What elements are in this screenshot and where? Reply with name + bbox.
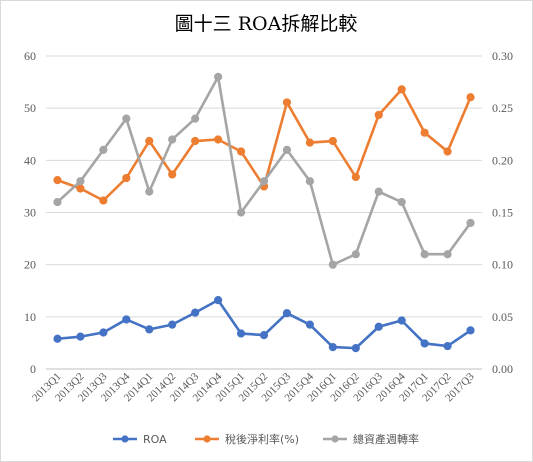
data-point bbox=[99, 328, 108, 337]
data-point bbox=[76, 332, 85, 341]
data-point bbox=[168, 135, 177, 144]
data-point bbox=[374, 322, 383, 331]
right-tick-label: 0.10 bbox=[492, 258, 513, 272]
data-point bbox=[214, 296, 223, 305]
data-point bbox=[145, 325, 154, 334]
data-point bbox=[236, 208, 246, 217]
data-point bbox=[466, 326, 475, 335]
data-point bbox=[374, 187, 383, 196]
right-tick-label: 0.20 bbox=[492, 153, 513, 167]
series-layer bbox=[53, 72, 475, 353]
data-point bbox=[328, 342, 337, 352]
data-point bbox=[53, 197, 62, 207]
series-2 bbox=[53, 85, 475, 205]
data-point bbox=[259, 177, 269, 186]
data-point bbox=[282, 98, 292, 107]
series-3 bbox=[53, 72, 475, 269]
data-point bbox=[191, 114, 200, 123]
left-tick-label: 20 bbox=[24, 258, 36, 272]
data-point bbox=[53, 334, 62, 343]
data-point bbox=[214, 135, 223, 144]
data-point bbox=[122, 315, 131, 324]
gridlines bbox=[46, 55, 482, 370]
data-point bbox=[420, 128, 429, 137]
data-point bbox=[214, 72, 223, 81]
left-tick-label: 0 bbox=[30, 362, 36, 376]
data-point bbox=[259, 330, 269, 340]
data-point bbox=[351, 250, 360, 259]
left-tick-label: 40 bbox=[24, 153, 36, 167]
data-point bbox=[282, 145, 292, 154]
data-point bbox=[168, 170, 177, 179]
data-point bbox=[76, 177, 85, 186]
data-point bbox=[374, 110, 383, 120]
data-point bbox=[443, 341, 452, 351]
data-point bbox=[328, 136, 337, 146]
legend-item: ROA bbox=[113, 433, 167, 446]
data-point bbox=[145, 187, 154, 196]
data-point bbox=[191, 136, 200, 146]
data-point bbox=[443, 147, 452, 156]
legend-label: 稅後淨利率(%) bbox=[225, 432, 299, 446]
left-tick-label: 60 bbox=[24, 49, 36, 63]
legend-marker bbox=[121, 435, 129, 443]
legend-marker bbox=[203, 435, 211, 443]
legend-marker bbox=[331, 435, 339, 443]
data-point bbox=[99, 145, 108, 154]
data-point bbox=[236, 329, 246, 338]
data-point bbox=[420, 339, 429, 348]
right-tick-label: 0.05 bbox=[492, 310, 513, 324]
data-point bbox=[328, 260, 337, 269]
right-tick-label: 0.30 bbox=[492, 49, 513, 63]
legend-label: ROA bbox=[143, 433, 167, 446]
data-point bbox=[191, 308, 200, 317]
data-point bbox=[122, 173, 131, 183]
data-point bbox=[466, 218, 475, 228]
data-point bbox=[351, 344, 360, 353]
data-point bbox=[168, 320, 177, 329]
data-point bbox=[420, 250, 429, 259]
right-axis-ticks: 0.00 0.05 0.10 0.15 0.20 0.25 0.30 bbox=[492, 49, 513, 376]
legend: ROA 稅後淨利率(%) 總資產週轉率 bbox=[113, 432, 419, 446]
data-point bbox=[122, 114, 131, 123]
data-point bbox=[351, 172, 360, 182]
data-point bbox=[99, 196, 108, 205]
data-point bbox=[443, 250, 452, 259]
data-point bbox=[397, 316, 406, 325]
data-point bbox=[305, 138, 314, 147]
right-tick-label: 0.00 bbox=[492, 362, 513, 376]
data-point bbox=[397, 197, 406, 207]
left-tick-label: 30 bbox=[24, 206, 36, 220]
legend-label: 總資產週轉率 bbox=[353, 432, 419, 446]
series-1 bbox=[53, 296, 475, 353]
data-point bbox=[76, 184, 85, 193]
data-point bbox=[236, 147, 246, 156]
data-point bbox=[305, 177, 314, 186]
left-axis-ticks: 0 10 20 30 40 50 60 bbox=[24, 49, 36, 376]
data-point bbox=[53, 176, 62, 185]
data-point bbox=[397, 85, 406, 94]
data-point bbox=[145, 136, 154, 146]
right-tick-label: 0.25 bbox=[492, 101, 513, 115]
data-point bbox=[305, 320, 314, 329]
legend-item: 稅後淨利率(%) bbox=[195, 432, 299, 446]
data-point bbox=[282, 309, 292, 318]
chart-title: 圖十三 ROA拆解比較 bbox=[175, 13, 358, 35]
legend-item: 總資產週轉率 bbox=[323, 432, 419, 446]
left-tick-label: 50 bbox=[24, 101, 36, 115]
data-point bbox=[466, 93, 475, 102]
right-tick-label: 0.15 bbox=[492, 206, 513, 220]
left-tick-label: 10 bbox=[24, 310, 36, 324]
